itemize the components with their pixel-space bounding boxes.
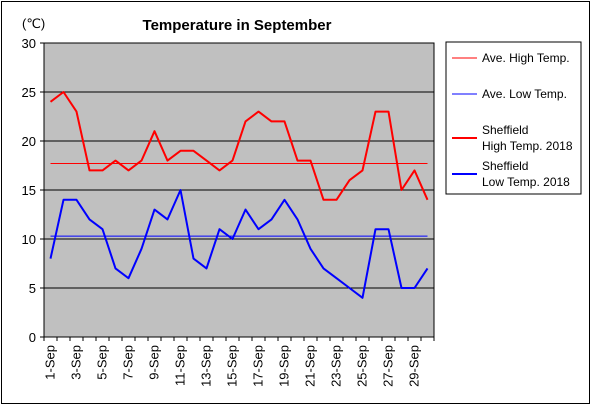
x-tick-label: 27-Sep [381,345,396,387]
chart-title: Temperature in September [143,17,332,34]
x-tick-label: 7-Sep [121,345,136,380]
x-tick-label: 29-Sep [407,345,422,387]
x-tick-label: 11-Sep [173,345,188,386]
x-tick-label: 17-Sep [251,345,266,387]
x-tick-label: 9-Sep [147,345,162,380]
y-tick-label: 0 [29,330,36,345]
y-tick-label: 15 [22,183,36,198]
legend-label: Low Temp. 2018 [482,175,570,189]
series-line-3 [49,189,429,299]
legend-label: High Temp. 2018 [482,139,573,153]
y-tick-label: 10 [22,232,36,247]
legend-label: Sheffield [482,123,528,137]
temperature-chart: (℃) Temperature in September 0 5 10 15 20 25 3… [22,16,582,387]
x-tick-label: 13-Sep [199,345,214,387]
series-line-2 [49,91,429,201]
x-tick-label: 1-Sep [43,345,58,380]
chart-frame: (℃) Temperature in September 0 5 10 15 20 25 3… [1,1,590,404]
legend-label: Sheffield [482,159,528,173]
x-tick-label: 5-Sep [95,345,110,380]
x-tick-label: 3-Sep [69,345,84,380]
y-tick-label: 20 [22,134,36,149]
y-tick-label: 25 [22,85,36,100]
x-tick-label: 19-Sep [277,345,292,387]
x-axis: 1-Sep 3-Sep 5-Sep 7-Sep 9-Sep 11-Sep 13-Sep 15-… [43,337,435,387]
legend: Ave. High Temp. Ave. Low Temp. Sheffield Hi… [452,51,573,189]
series-lines [49,91,429,299]
y-unit-label: (℃) [22,16,45,31]
x-tick-label: 23-Sep [329,345,344,387]
legend-label: Ave. Low Temp. [482,87,567,101]
legend-label: Ave. High Temp. [482,51,570,65]
x-tick-label: 25-Sep [355,345,370,387]
gridlines [44,91,434,289]
x-tick-label: 15-Sep [225,345,240,387]
y-tick-label: 5 [29,281,36,296]
legend-box [445,41,582,195]
y-axis: 0 5 10 15 20 25 30 [22,36,44,345]
x-tick-label: 21-Sep [303,345,318,387]
y-tick-label: 30 [22,36,36,51]
